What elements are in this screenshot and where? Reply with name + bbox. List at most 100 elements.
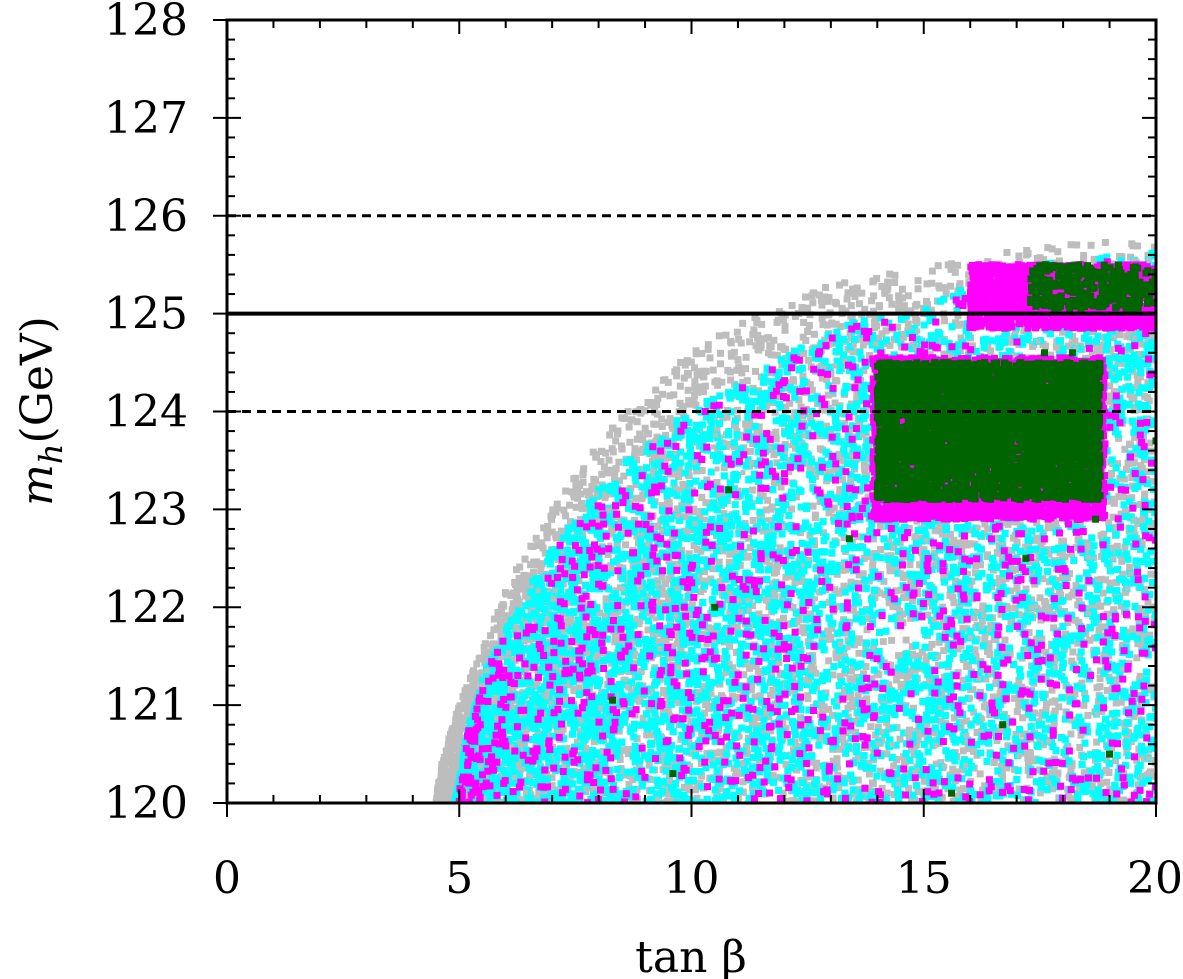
gray-point [791,444,799,452]
gray-point [1105,769,1113,776]
gray-point [847,578,855,586]
gray-point [465,703,473,711]
gray-point [669,424,677,432]
gray-point [914,587,922,595]
gray-point [949,765,957,773]
gray-point [884,278,892,286]
gray-point [685,786,693,794]
gray-point [737,339,745,347]
gray-point [841,686,849,694]
gray-point [831,466,839,474]
gray-point [502,590,510,598]
gray-point [486,648,494,656]
gray-point [1124,459,1132,467]
gray-point [771,593,779,601]
gray-point [1070,588,1078,596]
gray-point [540,524,548,532]
gray-point [713,425,721,433]
gray-point [1022,585,1030,593]
gray-point [1050,764,1058,772]
gray-point [766,562,774,570]
gray-point [898,330,906,338]
gray-point [851,293,859,300]
gray-point [627,416,635,424]
gray-point [981,636,989,644]
gray-point [727,376,735,384]
gray-point [1138,540,1146,548]
gray-point [956,786,964,794]
gray-point [718,378,726,386]
gray-point [470,667,477,675]
gray-point [1042,700,1050,708]
gray-point [832,298,839,306]
gray-point [916,561,924,569]
gray-point [868,779,876,787]
gray-point [998,762,1005,770]
gray-point [713,479,721,486]
gray-point [883,750,891,758]
gray-point [1068,716,1076,724]
gray-point [1084,711,1092,719]
gray-point [818,374,826,382]
gray-point [797,714,804,722]
gray-point [650,468,658,476]
gray-point [772,428,780,436]
gray-point [763,401,771,409]
gray-point [912,316,920,324]
gray-point [777,343,785,351]
gray-point [750,719,758,727]
gray-point [861,464,869,472]
gray-point [779,316,787,323]
gray-point [658,502,666,510]
gray-point [1037,616,1045,624]
gray-point [794,613,802,620]
gray-point [1143,394,1151,402]
gray-point [837,653,845,661]
gray-point [1128,474,1136,482]
gray-point [730,443,738,451]
gray-point [864,493,872,501]
gray-point [889,603,897,611]
gray-point [809,299,817,307]
gray-point [967,526,975,534]
gray-point [855,649,863,657]
gray-point [1012,730,1020,738]
gray-point [910,751,918,759]
gray-point [1095,602,1103,610]
gray-point [666,773,673,781]
gray-point [1024,249,1032,257]
gray-point [870,292,878,300]
gray-point [767,343,775,351]
gray-point [877,546,885,553]
gray-point [458,705,466,713]
gray-point [692,350,700,358]
gray-point [997,610,1005,618]
gray-point [705,578,713,586]
gray-point [781,326,789,334]
gray-point [1001,636,1009,644]
gray-point [831,399,839,407]
gray-point [743,377,751,385]
gray-point [985,640,993,648]
gray-point [936,284,944,292]
gray-point [842,437,850,445]
gray-point [785,468,793,475]
gray-point [592,784,600,792]
gray-point [690,542,698,549]
gray-point [725,440,733,448]
gray-point [606,431,614,439]
gray-point [990,759,998,766]
gray-point [739,319,747,327]
gray-point [620,414,628,422]
gray-point [818,708,826,715]
gray-point [659,390,666,398]
gray-point [752,342,760,350]
gray-point [1106,785,1114,793]
gray-point [887,661,895,669]
gray-point [516,760,523,768]
gray-point [1074,639,1082,647]
gray-point [796,666,804,674]
gray-point [1080,701,1088,709]
gray-point [718,692,726,700]
gray-point [981,631,989,639]
